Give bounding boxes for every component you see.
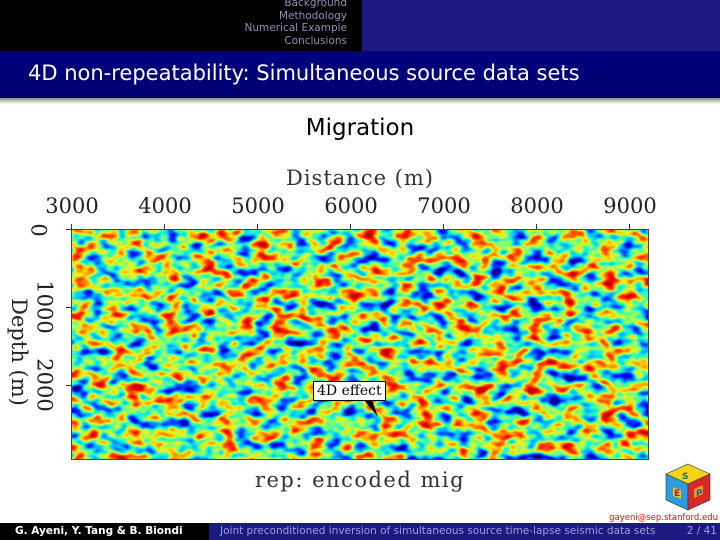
footer-page-number: 2 / 41 <box>686 525 717 537</box>
x-tick-label: 8000 <box>510 194 564 218</box>
x-tick-mark <box>350 224 351 229</box>
nav-right-panel <box>362 0 720 51</box>
x-tick-mark <box>629 224 630 229</box>
nav-section-methodology[interactable]: Methodology <box>278 9 347 22</box>
x-tick-label: 4000 <box>138 194 192 218</box>
y-tick-mark <box>66 229 71 230</box>
x-tick-mark <box>257 224 258 229</box>
migration-image-panel <box>71 229 649 460</box>
seismic-amplitude-field <box>72 230 648 459</box>
svg-text:P: P <box>696 489 703 499</box>
x-tick-label: 7000 <box>417 194 471 218</box>
slide-title: 4D non-repeatability: Simultaneous sourc… <box>28 61 580 85</box>
top-navigation-bar: Background Methodology Numerical Example… <box>0 0 720 51</box>
x-tick-label: 5000 <box>231 194 285 218</box>
footer-talk-title: Joint preconditioned inversion of simult… <box>209 523 720 540</box>
x-tick-mark <box>164 224 165 229</box>
x-tick-mark <box>71 224 72 229</box>
x-tick-label: 9000 <box>603 194 657 218</box>
contact-email[interactable]: gayeni@sep.stanford.edu <box>609 513 718 523</box>
slide-title-bar: 4D non-repeatability: Simultaneous sourc… <box>0 51 720 98</box>
seismic-migration-image <box>72 230 648 459</box>
nav-section-numerical-example[interactable]: Numerical Example <box>244 22 347 34</box>
x-tick-mark <box>443 224 444 229</box>
section-navigation: Background Methodology Numerical Example… <box>0 0 362 51</box>
4d-effect-annotation: 4D effect <box>313 381 386 401</box>
footer-authors: G. Ayeni, Y. Tang & B. Biondi <box>0 523 209 540</box>
figure-caption: rep: encoded mig <box>254 468 466 492</box>
y-tick-mark <box>66 307 71 308</box>
x-tick-label: 6000 <box>324 194 378 218</box>
y-tick-mark <box>66 385 71 386</box>
svg-text:S: S <box>682 472 688 482</box>
annotation-arrow <box>364 400 378 417</box>
x-axis-label: Distance (m) <box>286 166 434 190</box>
slide-footer: G. Ayeni, Y. Tang & B. Biondi Joint prec… <box>0 523 720 540</box>
slide-heading: Migration <box>305 115 415 141</box>
svg-text:E: E <box>674 489 680 499</box>
sep-rubiks-cube-logo-icon: S P E <box>665 463 711 511</box>
x-tick-label: 3000 <box>45 194 99 218</box>
x-tick-mark <box>536 224 537 229</box>
nav-section-background[interactable]: Background <box>284 0 347 9</box>
title-shadow <box>0 98 720 104</box>
nav-section-conclusions[interactable]: Conclusions <box>284 34 347 47</box>
